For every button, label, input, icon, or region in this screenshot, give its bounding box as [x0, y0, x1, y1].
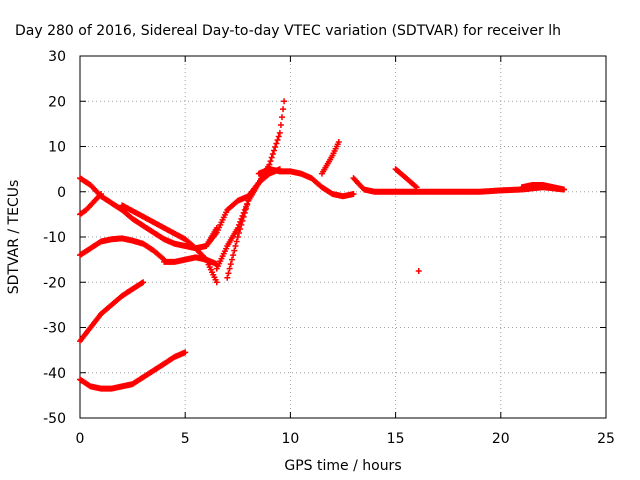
data-point — [278, 114, 285, 121]
y-tick-label: 20 — [48, 94, 66, 110]
x-tick-label: 25 — [597, 431, 615, 447]
axis-ticks: 0 5 10 15 20 25 -50 -40 -30 -20 -10 0 10 20 30 — [43, 49, 615, 447]
x-tick-label: 20 — [492, 431, 510, 447]
data-point — [413, 184, 420, 191]
data-point — [272, 144, 279, 151]
data-point — [140, 279, 147, 286]
x-tick-label: 0 — [76, 431, 85, 447]
data-point — [242, 205, 249, 212]
data-point — [240, 213, 247, 220]
y-tick-label: -10 — [43, 230, 66, 246]
data-point — [239, 212, 246, 219]
x-axis-label: GPS time / hours — [284, 458, 401, 474]
data-point — [230, 252, 237, 259]
data-point — [238, 221, 245, 228]
data-point — [241, 209, 248, 216]
data-points — [77, 98, 567, 392]
data-point — [244, 201, 251, 208]
data-point — [233, 238, 240, 245]
y-tick-label: -50 — [43, 411, 66, 427]
data-point — [412, 183, 419, 190]
x-tick-label: 5 — [181, 431, 190, 447]
data-point — [138, 280, 145, 287]
data-point — [271, 147, 278, 154]
x-tick-label: 10 — [281, 431, 299, 447]
data-point — [159, 255, 166, 262]
data-point — [281, 98, 288, 105]
y-tick-label: 30 — [48, 49, 66, 65]
y-tick-label: 10 — [48, 140, 66, 156]
data-point — [182, 349, 189, 356]
y-tick-label: -40 — [43, 366, 66, 382]
y-tick-label: -30 — [43, 321, 66, 337]
data-point — [237, 225, 244, 232]
data-point — [274, 136, 281, 143]
data-point — [96, 192, 103, 199]
data-point — [235, 229, 242, 236]
data-point — [268, 154, 275, 161]
y-tick-label: 0 — [57, 185, 66, 201]
chart-title: Day 280 of 2016, Sidereal Day-to-day VTE… — [15, 23, 561, 39]
data-point — [239, 217, 246, 224]
data-point — [228, 256, 235, 263]
data-point — [232, 243, 239, 250]
y-axis-label: SDTVAR / TECUs — [6, 180, 22, 295]
data-point — [227, 261, 234, 268]
data-point — [350, 191, 357, 198]
data-point — [277, 122, 284, 129]
data-point — [415, 267, 422, 274]
data-point — [276, 129, 283, 136]
data-point — [280, 106, 287, 113]
data-point — [560, 186, 567, 193]
data-point — [231, 247, 238, 254]
data-point — [269, 151, 276, 158]
data-point — [225, 270, 232, 277]
data-point — [273, 140, 280, 147]
data-point — [267, 158, 274, 165]
y-tick-label: -20 — [43, 275, 66, 291]
data-point — [335, 138, 342, 145]
data-point — [275, 133, 282, 140]
data-point — [224, 274, 231, 281]
data-point — [226, 265, 233, 272]
data-point — [213, 279, 220, 286]
data-point — [98, 191, 105, 198]
x-tick-label: 15 — [387, 431, 405, 447]
data-point — [234, 234, 241, 240]
